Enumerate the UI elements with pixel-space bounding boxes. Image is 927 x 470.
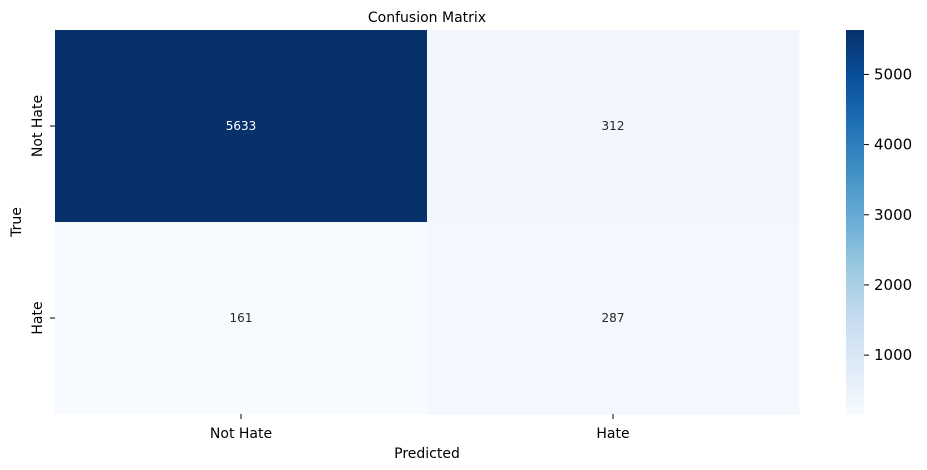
x-tick-label-hate: Hate: [596, 426, 629, 442]
colorbar-tick-label: 4000: [874, 136, 912, 154]
cell-value-label: 161: [230, 311, 253, 325]
colorbar-tick-label: 1000: [874, 346, 912, 364]
x-axis-title: Predicted: [394, 446, 460, 462]
y-axis-title: True: [9, 207, 25, 238]
heatmap-cell-hate-hate: [427, 222, 800, 415]
cell-value-label: 312: [602, 119, 625, 133]
colorbar-tick-label: 5000: [874, 65, 912, 83]
colorbar-ticks: 1000 2000 3000 4000 5000: [864, 65, 912, 364]
cell-value-label: 287: [602, 311, 625, 325]
y-tick-label-not-hate: Not Hate: [30, 95, 46, 157]
y-axis-ticks: Not Hate Hate: [30, 95, 55, 335]
heatmap-cell-hate-not-hate: [55, 222, 428, 415]
heatmap-cell-not-hate-not-hate: [55, 30, 428, 223]
heatmap-cells: [55, 30, 800, 415]
colorbar-tick-label: 3000: [874, 206, 912, 224]
cell-value-label: 5633: [226, 119, 257, 133]
colorbar-tick-label: 2000: [874, 276, 912, 294]
heatmap-cell-not-hate-hate: [427, 30, 800, 223]
chart-title: Confusion Matrix: [368, 10, 486, 26]
x-tick-label-not-hate: Not Hate: [210, 426, 272, 442]
heatmap-cell-labels: 5633 312 161 287: [226, 119, 625, 325]
colorbar: [846, 30, 864, 414]
x-axis-ticks: Not Hate Hate: [210, 414, 630, 442]
y-tick-label-hate: Hate: [30, 301, 46, 334]
